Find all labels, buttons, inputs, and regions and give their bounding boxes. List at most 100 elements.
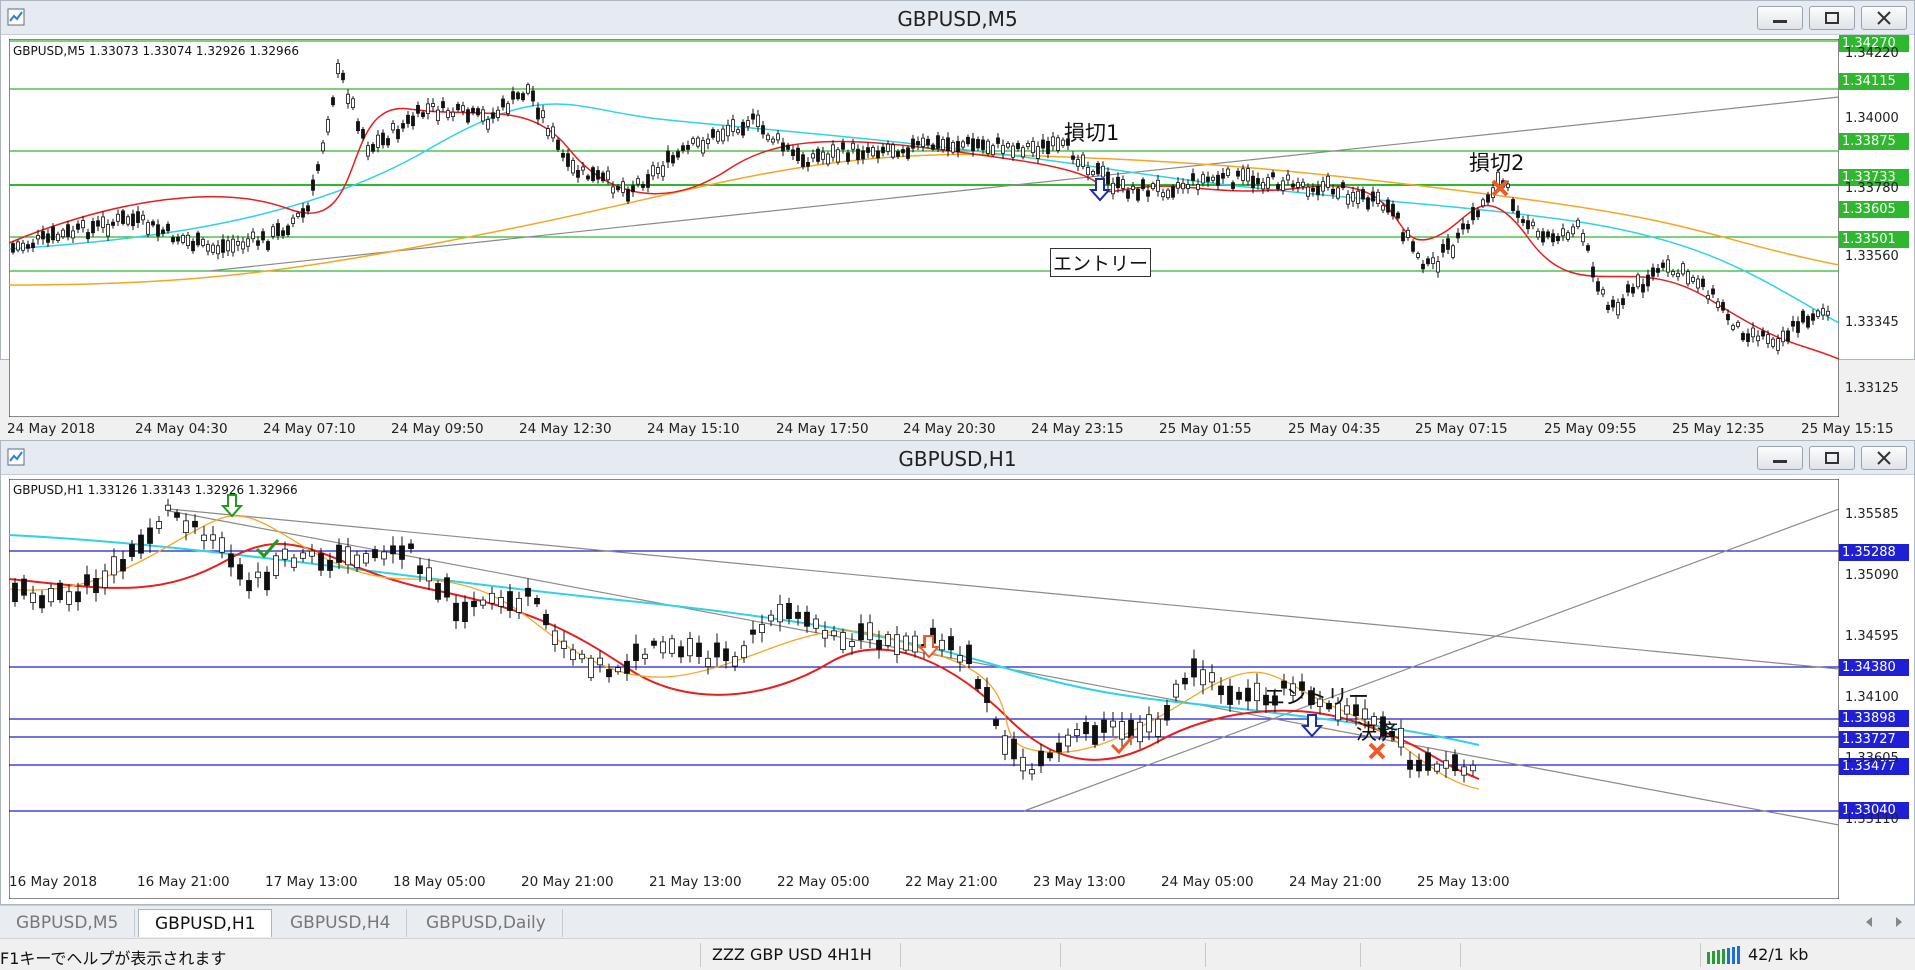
window-titlebar[interactable]: GBPUSD,H1 (1, 441, 1914, 475)
status-divider (900, 943, 901, 967)
time-axis-label: 24 May 21:00 (1289, 874, 1382, 890)
chart-app-icon (7, 448, 25, 466)
cross-icon (1368, 742, 1386, 760)
tab-gbpusd-h1[interactable]: GBPUSD,H1 (138, 909, 273, 937)
close-icon (1877, 451, 1891, 465)
price-axis-label: 1.34220 (1845, 46, 1899, 61)
price-level-box: 1.33605 (1839, 201, 1909, 218)
minimize-icon (1773, 20, 1787, 23)
price-axis-label: 1.34595 (1845, 629, 1899, 644)
chart-window-h1[interactable]: GBPUSD,H1 GBPUSD,H1 1.33126 1.33143 1.32… (0, 440, 1915, 905)
time-axis-label: 24 May 05:00 (1161, 874, 1254, 890)
arrow-down-icon (221, 494, 244, 518)
arrow-down-icon (918, 635, 941, 659)
time-axis-label: 22 May 05:00 (777, 874, 870, 890)
tab-gbpusd-h4[interactable]: GBPUSD,H4 (274, 909, 408, 937)
time-axis-label: 17 May 13:00 (265, 874, 358, 890)
annotation-entry: エントリー (1050, 248, 1152, 277)
time-axis-label: 24 May 15:10 (647, 421, 740, 437)
close-icon (1877, 11, 1891, 25)
signal-bars-icon (1707, 946, 1740, 964)
annotation-stop-loss-1: 損切1 (1064, 121, 1120, 145)
time-axis-label: 24 May 2018 (7, 421, 96, 437)
price-level-box: 1.33727 (1839, 731, 1909, 748)
status-traffic: 42/1 kb (1748, 945, 1809, 964)
scroll-right-icon[interactable] (1892, 915, 1906, 929)
time-axis-label: 25 May 12:35 (1672, 421, 1765, 437)
price-axis-label: 1.35585 (1845, 507, 1899, 522)
chart-window-m5[interactable]: GBPUSD,M5 GBPUSD,M5 1.33073 1.33074 1.32… (0, 0, 1915, 437)
close-button[interactable] (1861, 6, 1907, 30)
status-bar: F1キーでヘルプが表示されます ZZZ GBP USD 4H1H 42/1 kb (0, 938, 1915, 970)
status-divider (1700, 943, 1701, 967)
price-chart-area[interactable] (9, 479, 1839, 899)
window-title: GBPUSD,H1 (898, 447, 1017, 471)
symbol-info-line: GBPUSD,H1 1.33126 1.33143 1.32926 1.3296… (13, 483, 298, 497)
tab-gbpusd-m5[interactable]: GBPUSD,M5 (0, 909, 136, 937)
close-button[interactable] (1861, 446, 1907, 470)
time-axis-label: 22 May 21:00 (905, 874, 998, 890)
time-axis-label: 21 May 13:00 (649, 874, 742, 890)
check-icon (1110, 735, 1135, 755)
time-axis-label: 25 May 15:15 (1801, 421, 1894, 437)
arrow-down-icon (1089, 178, 1112, 202)
time-axis-label: 24 May 09:50 (391, 421, 484, 437)
status-profile-name: ZZZ GBP USD 4H1H (712, 945, 872, 964)
time-axis-label: 25 May 01:55 (1159, 421, 1252, 437)
status-divider (1205, 943, 1206, 967)
price-axis-label: 1.33605 (1845, 751, 1899, 766)
symbol-info-line: GBPUSD,M5 1.33073 1.33074 1.32926 1.3296… (13, 44, 299, 58)
price-axis-label: 1.34000 (1845, 111, 1899, 126)
time-axis-label: 23 May 13:00 (1033, 874, 1126, 890)
status-divider (1060, 943, 1061, 967)
annotation-settle: 決済 (1356, 720, 1398, 744)
minimize-button[interactable] (1757, 6, 1803, 30)
price-level-box: 1.35288 (1839, 544, 1909, 561)
price-level-box: 1.34115 (1839, 73, 1909, 90)
scroll-left-icon[interactable] (1862, 915, 1876, 929)
minimize-button[interactable] (1757, 446, 1803, 470)
price-axis-label: 1.33110 (1845, 812, 1899, 827)
time-axis-label: 24 May 04:30 (135, 421, 228, 437)
maximize-icon (1825, 12, 1839, 24)
time-axis-label: 18 May 05:00 (393, 874, 486, 890)
price-chart-area[interactable] (9, 39, 1839, 417)
price-level-box: 1.33040 (1839, 802, 1909, 819)
price-axis-label: 1.33345 (1845, 315, 1899, 330)
price-level-box: 1.33898 (1839, 710, 1909, 727)
time-axis-label: 25 May 13:00 (1417, 874, 1510, 890)
status-divider (700, 943, 701, 967)
maximize-button[interactable] (1809, 446, 1855, 470)
cross-icon (1491, 179, 1509, 197)
time-axis-label: 25 May 04:35 (1288, 421, 1381, 437)
time-axis-label: 24 May 17:50 (776, 421, 869, 437)
check-icon (255, 539, 280, 559)
price-axis-label: 1.34100 (1845, 690, 1899, 705)
chart-tab-bar: GBPUSD,M5 GBPUSD,H1 GBPUSD,H4 GBPUSD,Dai… (0, 905, 1915, 938)
tab-gbpusd-daily[interactable]: GBPUSD,Daily (410, 909, 563, 937)
window-titlebar[interactable]: GBPUSD,M5 (1, 1, 1914, 35)
time-axis-label: 25 May 09:55 (1544, 421, 1637, 437)
price-level-box: 1.33477 (1839, 758, 1909, 775)
time-axis-label: 24 May 20:30 (903, 421, 996, 437)
price-axis-label: 1.33125 (1845, 381, 1899, 396)
window-title: GBPUSD,M5 (897, 7, 1018, 31)
price-axis-label: 1.35090 (1845, 568, 1899, 583)
price-level-box: 1.34380 (1839, 659, 1909, 676)
price-level-box: 1.33501 (1839, 231, 1909, 248)
chart-app-icon (7, 8, 25, 26)
time-axis-label: 24 May 07:10 (263, 421, 356, 437)
price-level-box: 1.33875 (1839, 133, 1909, 150)
status-divider (1460, 943, 1461, 967)
arrow-down-icon (1301, 714, 1324, 738)
maximize-button[interactable] (1809, 6, 1855, 30)
annotation-stop-loss-2: 損切2 (1469, 151, 1525, 175)
time-axis-label: 25 May 07:15 (1415, 421, 1508, 437)
price-level-box: 1.33733 (1839, 169, 1909, 186)
time-axis-label: 24 May 12:30 (519, 421, 612, 437)
time-axis-label: 24 May 23:15 (1031, 421, 1124, 437)
minimize-icon (1773, 460, 1787, 463)
time-axis-label: 20 May 21:00 (521, 874, 614, 890)
price-level-box: 1.34270 (1839, 35, 1909, 52)
maximize-icon (1825, 452, 1839, 464)
